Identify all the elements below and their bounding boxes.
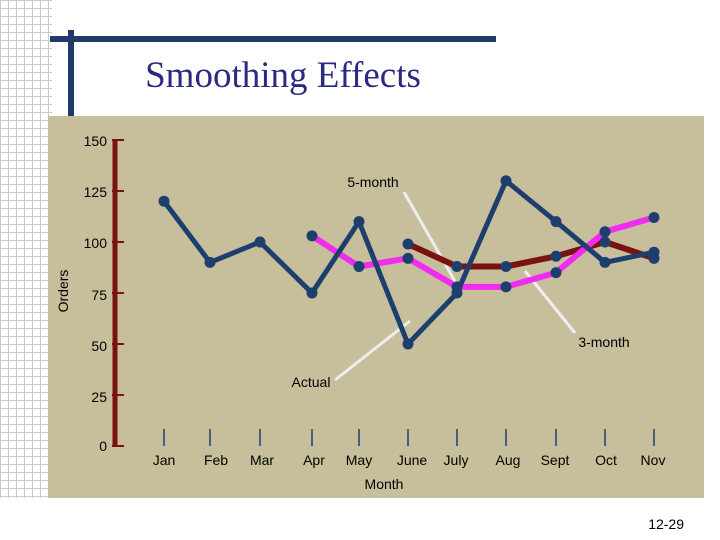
series-line-5-month [406,239,655,270]
x-tick-label: Nov [641,452,666,468]
data-point-3-month [500,281,512,293]
data-point-actual [550,216,562,228]
series-layer [158,175,660,350]
data-point-3-month [402,252,414,264]
data-point-actual [353,216,365,228]
y-tick-label: 0 [99,438,107,454]
data-point-actual [500,175,512,187]
y-ticks: 150 125 100 75 50 25 0 [84,133,108,454]
y-tick-label: 75 [91,287,107,303]
chart-panel [48,116,704,498]
x-tick-label: June [397,452,428,468]
x-tick-label: Oct [595,452,617,468]
y-tick-label: 50 [91,338,107,354]
data-point-actual [306,287,318,299]
grid-pattern-strip [0,0,52,498]
y-tick-label: 100 [84,235,108,251]
callout-pointer-5-month [402,191,458,284]
data-point-actual [254,236,266,248]
x-tick-label: Apr [303,452,325,468]
series-line-3-month [310,214,655,290]
data-point-actual [204,256,216,268]
data-point-actual [648,246,660,258]
data-point-actual [402,338,414,350]
data-point-actual [451,287,463,299]
y-tick-label: 125 [84,184,108,200]
data-point-5-month [550,250,562,262]
x-tick-label: Mar [250,452,274,468]
x-tick-labels: Jan Feb Mar Apr May June July Aug Sept O… [153,452,666,468]
x-tick-label: Jan [153,452,176,468]
x-tick-label: Aug [496,452,521,468]
data-point-actual [158,195,170,207]
y-tick-label: 150 [84,133,108,149]
data-point-3-month [353,260,365,272]
y-axis-label: Orders [55,270,71,313]
x-tick-label: July [444,452,469,468]
annotations: 5-month 3-month Actual [292,174,630,390]
slide-title: Smoothing Effects [145,55,421,96]
annotation-5-month: 5-month [347,174,398,190]
x-tick-label: Sept [541,452,570,468]
x-ticks [112,139,655,447]
data-point-3-month [306,230,318,242]
data-point-5-month [451,260,463,272]
x-axis-label: Month [365,476,404,492]
data-point-3-month [599,226,611,238]
y-tick-label: 25 [91,389,107,405]
data-point-5-month [500,260,512,272]
data-point-5-month [599,236,611,248]
x-tick-label: Feb [204,452,228,468]
title-accent-rule [68,30,74,116]
page-number: 12-29 [648,516,684,532]
data-point-3-month [550,267,562,279]
callout-pointer-actual [334,319,411,382]
title-rule [50,36,496,42]
annotation-actual: Actual [292,374,331,390]
annotation-3-month: 3-month [578,334,629,350]
data-point-3-month [648,212,660,224]
data-point-actual [599,256,611,268]
x-tick-label: May [346,452,372,468]
data-point-5-month [402,238,414,250]
